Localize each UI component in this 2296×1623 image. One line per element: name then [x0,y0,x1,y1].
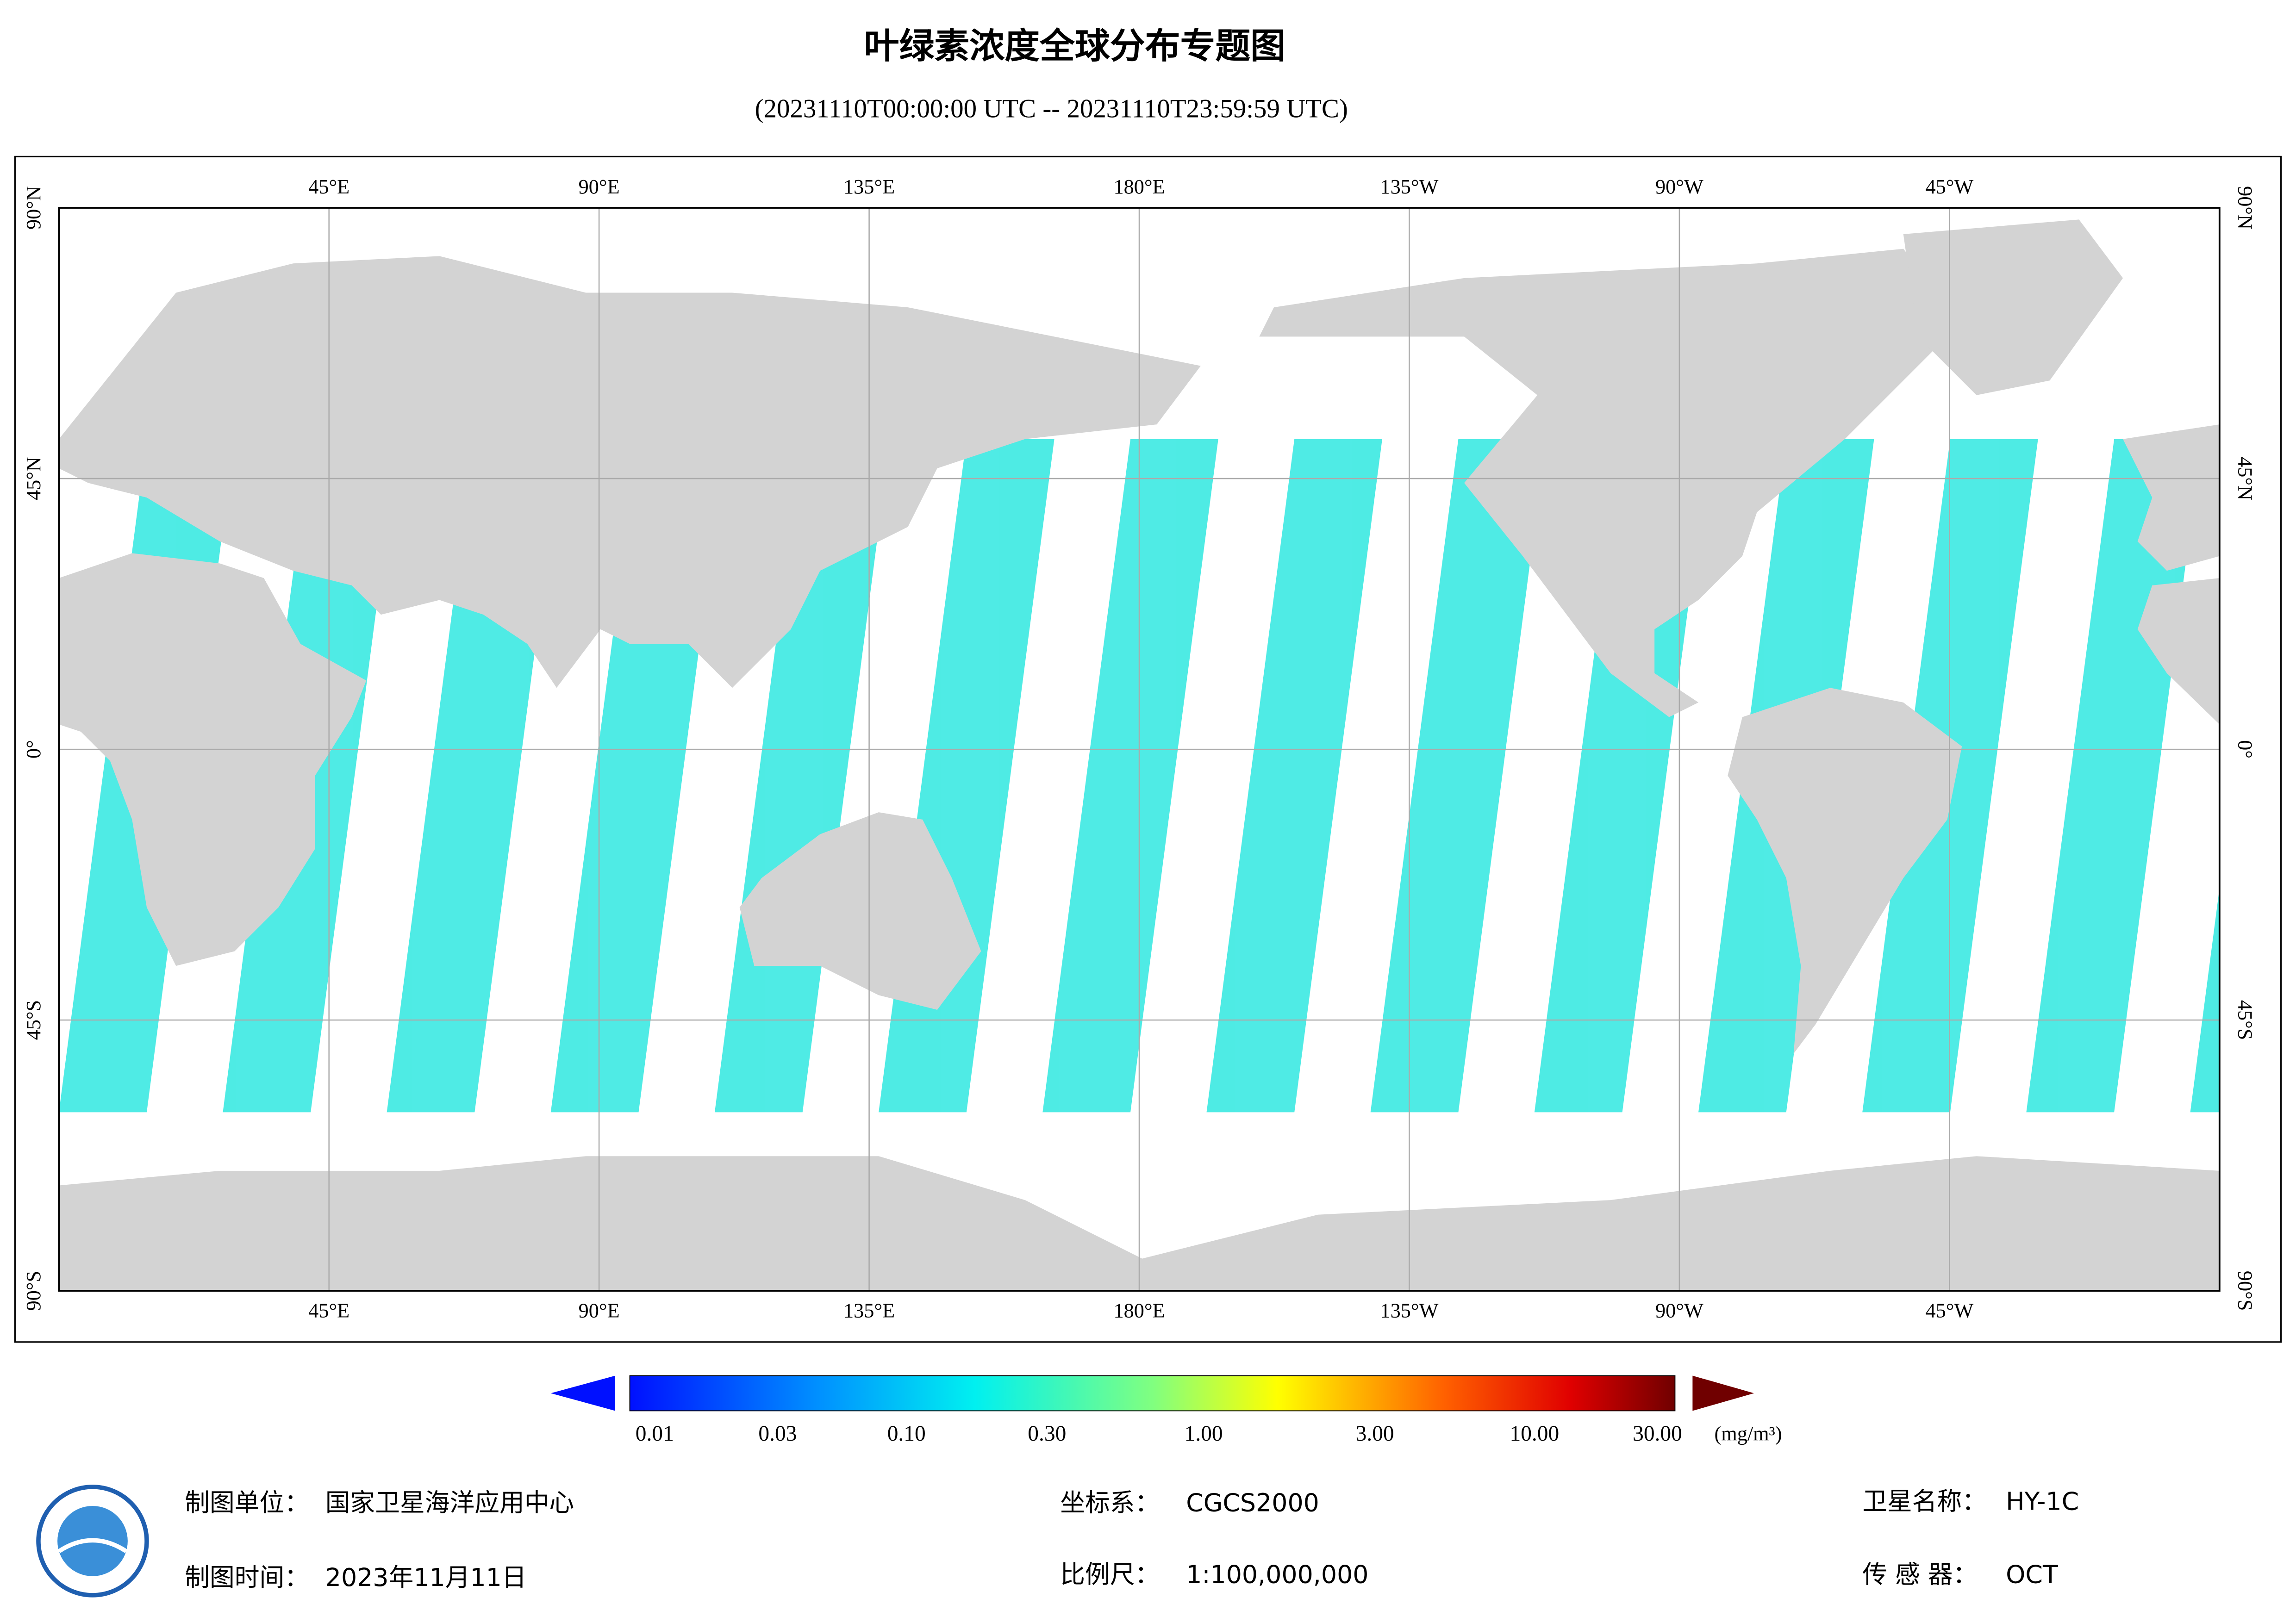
footer-label: 传 感 器： [1862,1560,1978,1589]
lon-label-top: 45°E [308,175,349,198]
colorbar-high-arrow [1692,1375,1754,1411]
footer-label: 坐标系： [1060,1488,1160,1517]
lon-label-top: 180°E [1113,175,1165,198]
lat-label-left: 90°S [22,1271,45,1311]
swath [2190,888,2220,1113]
logo-wave [57,1538,128,1554]
lat-label-right: 0° [2234,740,2256,759]
footer-label: 比例尺： [1060,1560,1160,1589]
colorbar-label: 30.00 [1633,1422,1682,1446]
footer-value: CGCS2000 [1186,1488,1319,1517]
lat-label-left: 45°N [22,457,45,500]
lon-label-top: 135°E [843,175,895,198]
swath [1370,439,1547,1113]
lon-label-bottom: 180°E [1113,1300,1165,1322]
map-body [59,208,2220,1291]
map-frame [14,155,2282,1343]
eurasia [59,256,1201,688]
footer-value: 1:100,000,000 [1186,1560,1368,1589]
north-america [1259,249,1962,717]
subtitle: (20231110T00:00:00 UTC -- 20231110T23:59… [755,94,1348,123]
lat-label-left: 45°S [22,1000,45,1040]
lat-label-right: 90°N [2234,186,2256,230]
swath [1206,439,1382,1113]
australia [739,812,981,1010]
colorbar-label: 1.00 [1185,1422,1223,1446]
footer-label: 制图单位： [185,1488,309,1517]
lon-label-top: 45°W [1925,175,1973,198]
colorbar-label: 0.30 [1028,1422,1066,1446]
africa [59,553,367,966]
swath [1042,439,1218,1113]
lat-label-right: 45°S [2234,1000,2256,1040]
lon-label-top: 90°E [579,175,620,198]
greenland [1903,219,2123,395]
south-america [1728,688,1962,1054]
graticule [59,208,2220,1291]
lon-label-top: 135°W [1380,175,1439,198]
lat-label-right: 90°S [2234,1271,2256,1311]
lon-label-bottom: 45°E [308,1300,349,1322]
africa-west [2137,578,2220,725]
colorbar-label: 0.10 [887,1422,926,1446]
footer-label: 制图时间： [185,1563,309,1592]
colorbar-unit: (mg/m³) [1715,1422,1782,1445]
colorbar-label: 10.00 [1510,1422,1559,1446]
footer-label: 卫星名称： [1862,1486,1987,1516]
logo [36,1485,149,1598]
lon-label-top: 90°W [1655,175,1703,198]
lon-label-bottom: 90°E [579,1300,620,1322]
footer-value: HY-1C [2006,1486,2079,1516]
footer-value: OCT [2006,1560,2058,1589]
colorbar-label: 0.03 [758,1422,797,1446]
title: 叶绿素浓度全球分布专题图 [864,25,1286,66]
lon-label-bottom: 135°E [843,1300,895,1322]
lon-label-bottom: 45°W [1925,1300,1973,1322]
lon-label-bottom: 135°W [1380,1300,1439,1322]
colorbar-low-arrow [550,1375,615,1411]
colorbar [629,1375,1676,1412]
lat-label-right: 45°N [2234,457,2256,500]
europe-west [2123,424,2220,571]
lat-label-left: 90°N [22,186,45,230]
map-border [58,207,2221,1292]
lat-label-left: 0° [22,740,45,759]
colorbar-label: 0.01 [636,1422,674,1446]
footer-value: 国家卫星海洋应用中心 [325,1488,574,1517]
footer-value: 2023年11月11日 [325,1563,527,1592]
lon-label-bottom: 90°W [1655,1300,1703,1322]
colorbar-label: 3.00 [1356,1422,1394,1446]
